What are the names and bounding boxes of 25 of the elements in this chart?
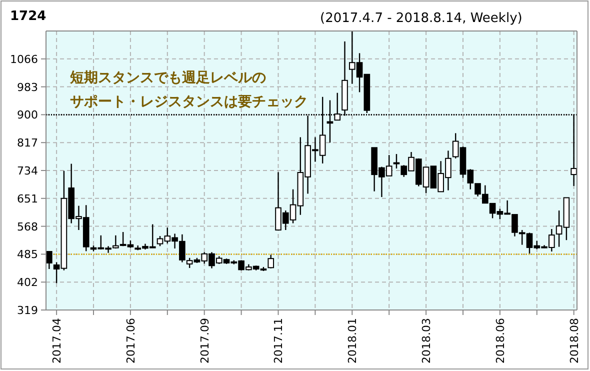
candlestick bbox=[46, 250, 52, 270]
x-tick-label: 2018.01 bbox=[346, 318, 360, 364]
y-tick-label: 319 bbox=[17, 304, 38, 317]
y-tick-label: 900 bbox=[17, 108, 38, 122]
x-tick-label: 2017.11 bbox=[272, 318, 286, 364]
candlestick bbox=[393, 153, 400, 170]
annotation: サポート・レジスタンスは要チェック bbox=[70, 94, 308, 110]
x-tick-label: 2017.04 bbox=[50, 318, 64, 364]
x-tick-label: 2018.06 bbox=[494, 318, 507, 364]
y-tick-label: 402 bbox=[17, 276, 38, 290]
x-tick-label: 2018.08 bbox=[568, 318, 581, 364]
y-tick-label: 817 bbox=[17, 136, 38, 150]
x-tick-label: 2017.09 bbox=[198, 318, 212, 364]
y-tick-label: 1066 bbox=[10, 52, 38, 66]
chart-subtitle: (2017.4.7 - 2018.8.14, Weekly) bbox=[320, 11, 522, 26]
candlestick bbox=[268, 254, 274, 269]
annotation: 短期スタンスでも週足レベルの bbox=[69, 70, 266, 86]
x-tick-label: 2017.06 bbox=[124, 318, 138, 364]
y-tick-label: 485 bbox=[17, 248, 38, 262]
y-tick-label: 568 bbox=[17, 220, 38, 234]
y-tick-label: 651 bbox=[17, 192, 38, 206]
y-tick-label: 734 bbox=[17, 164, 38, 178]
x-tick-label: 2018.03 bbox=[420, 318, 434, 364]
y-tick-label: 983 bbox=[17, 80, 38, 94]
chart-title: 1724 bbox=[10, 9, 46, 24]
